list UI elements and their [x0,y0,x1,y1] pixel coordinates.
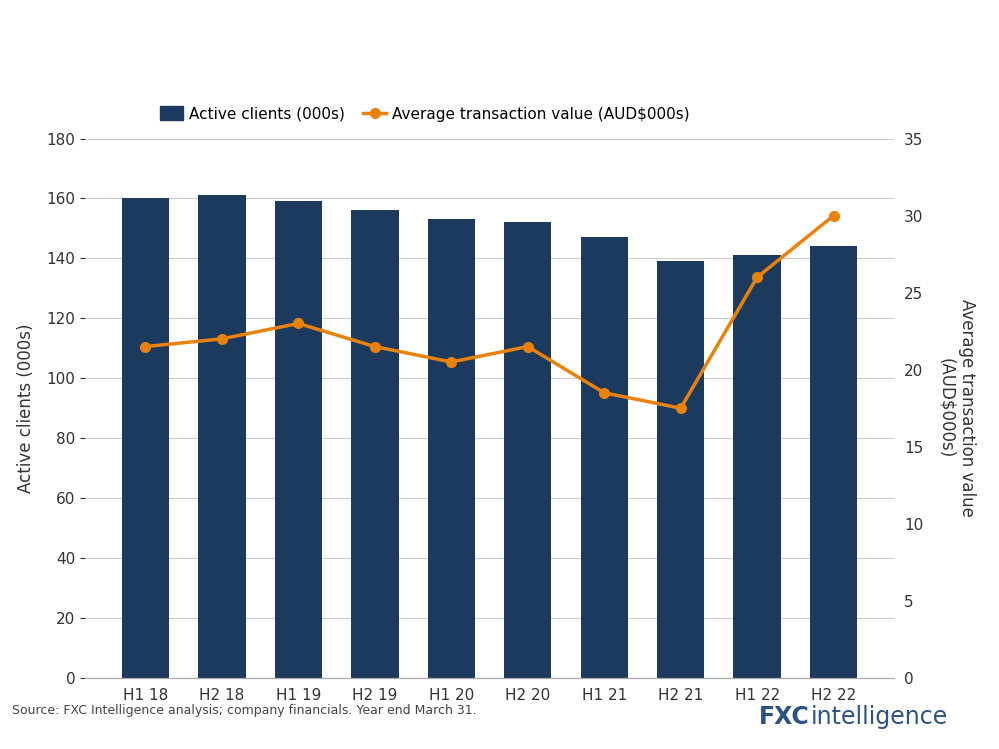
Y-axis label: Active clients (000s): Active clients (000s) [17,324,35,493]
Bar [733,255,781,678]
Bar [810,246,857,678]
Text: FXC: FXC [759,705,810,730]
Legend: Active clients (000s), Average transaction value (AUD$000s): Active clients (000s), Average transacti… [154,100,696,127]
Bar [504,222,551,678]
Y-axis label: Average transaction value
(AUD$000s): Average transaction value (AUD$000s) [937,300,976,517]
Bar [351,210,399,678]
Text: OFX average transaction value and number of active clients, 2018 - 2022: OFX average transaction value and number… [12,88,702,106]
Bar [657,261,704,678]
Bar [428,219,475,678]
Bar [275,201,322,678]
Text: intelligence: intelligence [811,705,948,730]
Text: Source: FXC Intelligence analysis; company financials. Year end March 31.: Source: FXC Intelligence analysis; compa… [12,704,477,718]
Bar [122,198,169,678]
Text: OFX witnesses high ATV, returning active client numbers: OFX witnesses high ATV, returning active… [12,24,903,52]
Bar [198,195,246,678]
Bar [580,237,628,678]
